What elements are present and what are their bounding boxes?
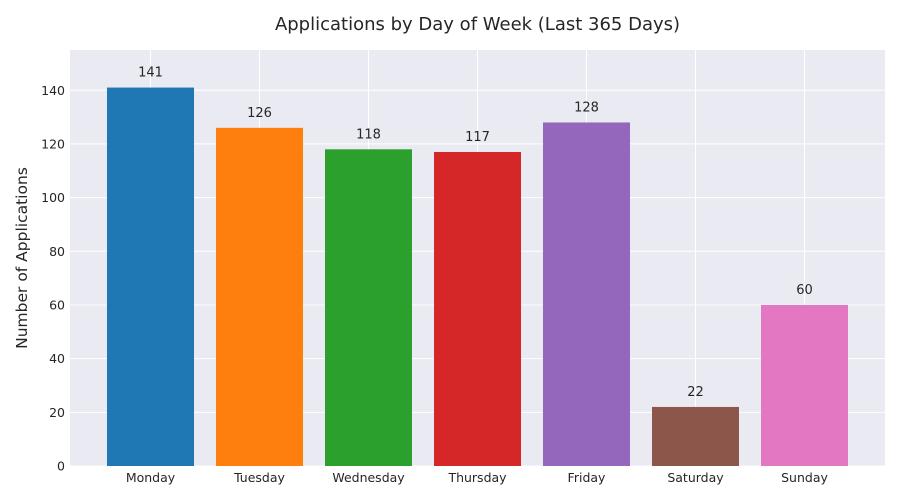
bar-tuesday <box>216 127 303 466</box>
y-tick-label: 100 <box>41 190 65 205</box>
bar-sunday <box>761 304 848 466</box>
y-tick-label: 60 <box>49 297 65 312</box>
bar-thursday <box>434 151 521 466</box>
data-label-wednesday: 118 <box>356 127 381 142</box>
x-tick-label: Tuesday <box>233 470 285 485</box>
data-label-tuesday: 126 <box>247 106 272 121</box>
data-label-sunday: 60 <box>796 283 813 298</box>
x-tick-label: Thursday <box>447 470 507 485</box>
x-tick-label: Saturday <box>667 470 724 485</box>
y-axis-label: Number of Applications <box>13 167 31 349</box>
y-tick-label: 140 <box>41 83 65 98</box>
data-label-thursday: 117 <box>465 130 490 145</box>
data-label-saturday: 22 <box>687 385 704 400</box>
y-axis-ticks: 0 20 40 60 80 100 120 140 <box>41 83 65 474</box>
data-label-monday: 141 <box>138 66 163 81</box>
chart-title: Applications by Day of Week (Last 365 Da… <box>275 14 680 35</box>
y-tick-label: 20 <box>49 405 65 420</box>
y-tick-label: 0 <box>57 459 65 474</box>
x-tick-label: Wednesday <box>332 470 405 485</box>
x-tick-label: Monday <box>126 470 176 485</box>
data-label-friday: 128 <box>574 100 599 115</box>
bar-saturday <box>652 406 739 466</box>
data-labels: 141 126 118 117 128 22 60 <box>138 66 813 400</box>
bar-wednesday <box>325 149 412 466</box>
y-tick-label: 120 <box>41 136 65 151</box>
bar-monday <box>107 87 194 467</box>
y-tick-label: 80 <box>49 244 65 259</box>
y-tick-label: 40 <box>49 351 65 366</box>
x-tick-label: Friday <box>568 470 606 485</box>
x-tick-label: Sunday <box>781 470 828 485</box>
bar-friday <box>543 122 630 467</box>
bars <box>107 87 848 467</box>
x-axis-ticks: Monday Tuesday Wednesday Thursday Friday Satu… <box>126 470 829 485</box>
